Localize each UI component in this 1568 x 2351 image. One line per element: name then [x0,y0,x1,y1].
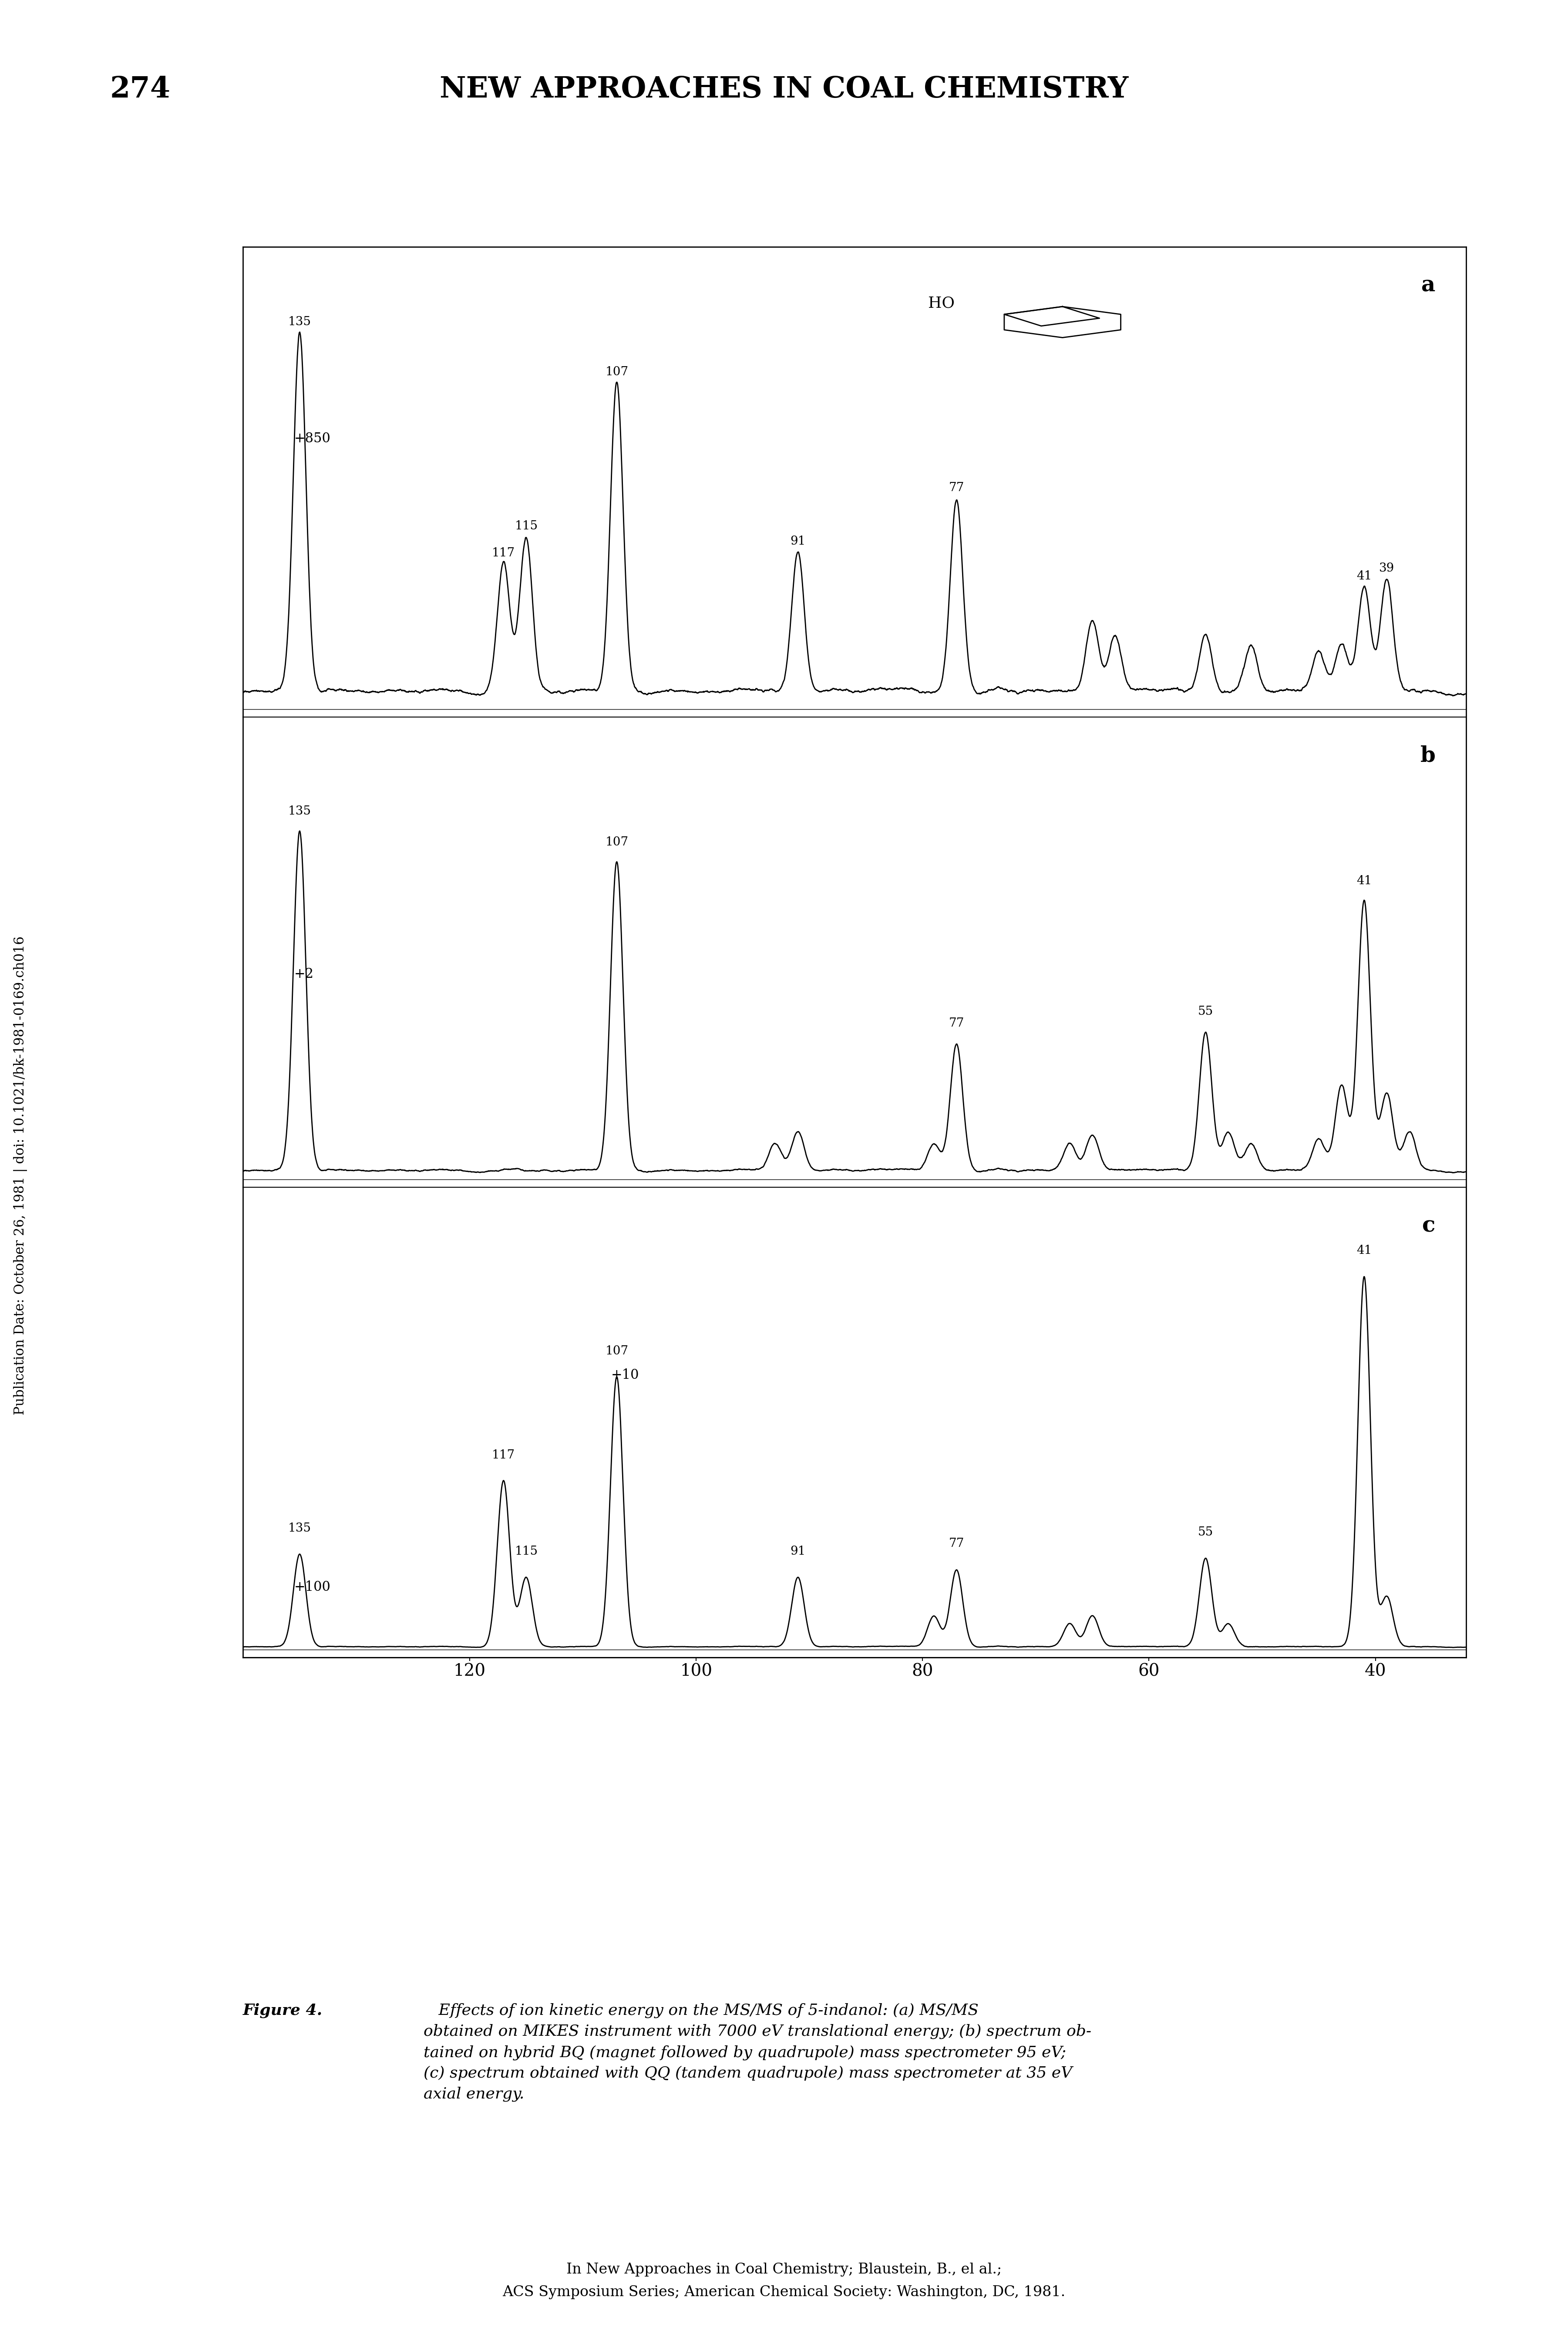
Text: 39: 39 [1380,562,1394,574]
Text: 55: 55 [1198,1006,1214,1018]
Text: +10: +10 [612,1368,640,1382]
Text: a: a [1422,275,1436,296]
Text: Publication Date: October 26, 1981 | doi: 10.1021/bk-1981-0169.ch016: Publication Date: October 26, 1981 | doi… [14,936,27,1415]
Text: 41: 41 [1356,571,1372,583]
Text: 115: 115 [514,1545,538,1556]
Text: 115: 115 [514,520,538,531]
Text: 91: 91 [790,536,806,548]
Text: 135: 135 [289,1523,310,1535]
Text: 107: 107 [605,367,629,379]
Text: +850: +850 [293,433,331,444]
Text: 135: 135 [289,315,310,327]
Text: 135: 135 [289,806,310,818]
Text: 274: 274 [110,75,171,103]
Text: +2: +2 [293,969,314,980]
Text: 77: 77 [949,1538,964,1549]
Text: 77: 77 [949,482,964,494]
Text: 117: 117 [492,548,516,560]
Text: 107: 107 [605,837,629,849]
Text: b: b [1421,745,1436,766]
Text: 117: 117 [492,1448,516,1460]
Text: NEW APPROACHES IN COAL CHEMISTRY: NEW APPROACHES IN COAL CHEMISTRY [439,75,1129,103]
Text: 77: 77 [949,1018,964,1030]
Text: HO: HO [928,296,955,310]
Text: Figure 4.: Figure 4. [243,2003,323,2017]
Text: 91: 91 [790,1545,806,1556]
Text: In New Approaches in Coal Chemistry; Blaustein, B., el al.;
ACS Symposium Series: In New Approaches in Coal Chemistry; Bla… [502,2262,1066,2299]
Text: +100: +100 [293,1580,331,1594]
Text: 41: 41 [1356,1246,1372,1258]
Text: 107: 107 [605,1345,629,1357]
Text: Effects of ion kinetic energy on the MS/MS of 5-indanol: (a) MS/MS
obtained on M: Effects of ion kinetic energy on the MS/… [423,2003,1091,2102]
Text: 41: 41 [1356,875,1372,886]
Text: c: c [1422,1215,1436,1237]
Text: 55: 55 [1198,1526,1214,1538]
